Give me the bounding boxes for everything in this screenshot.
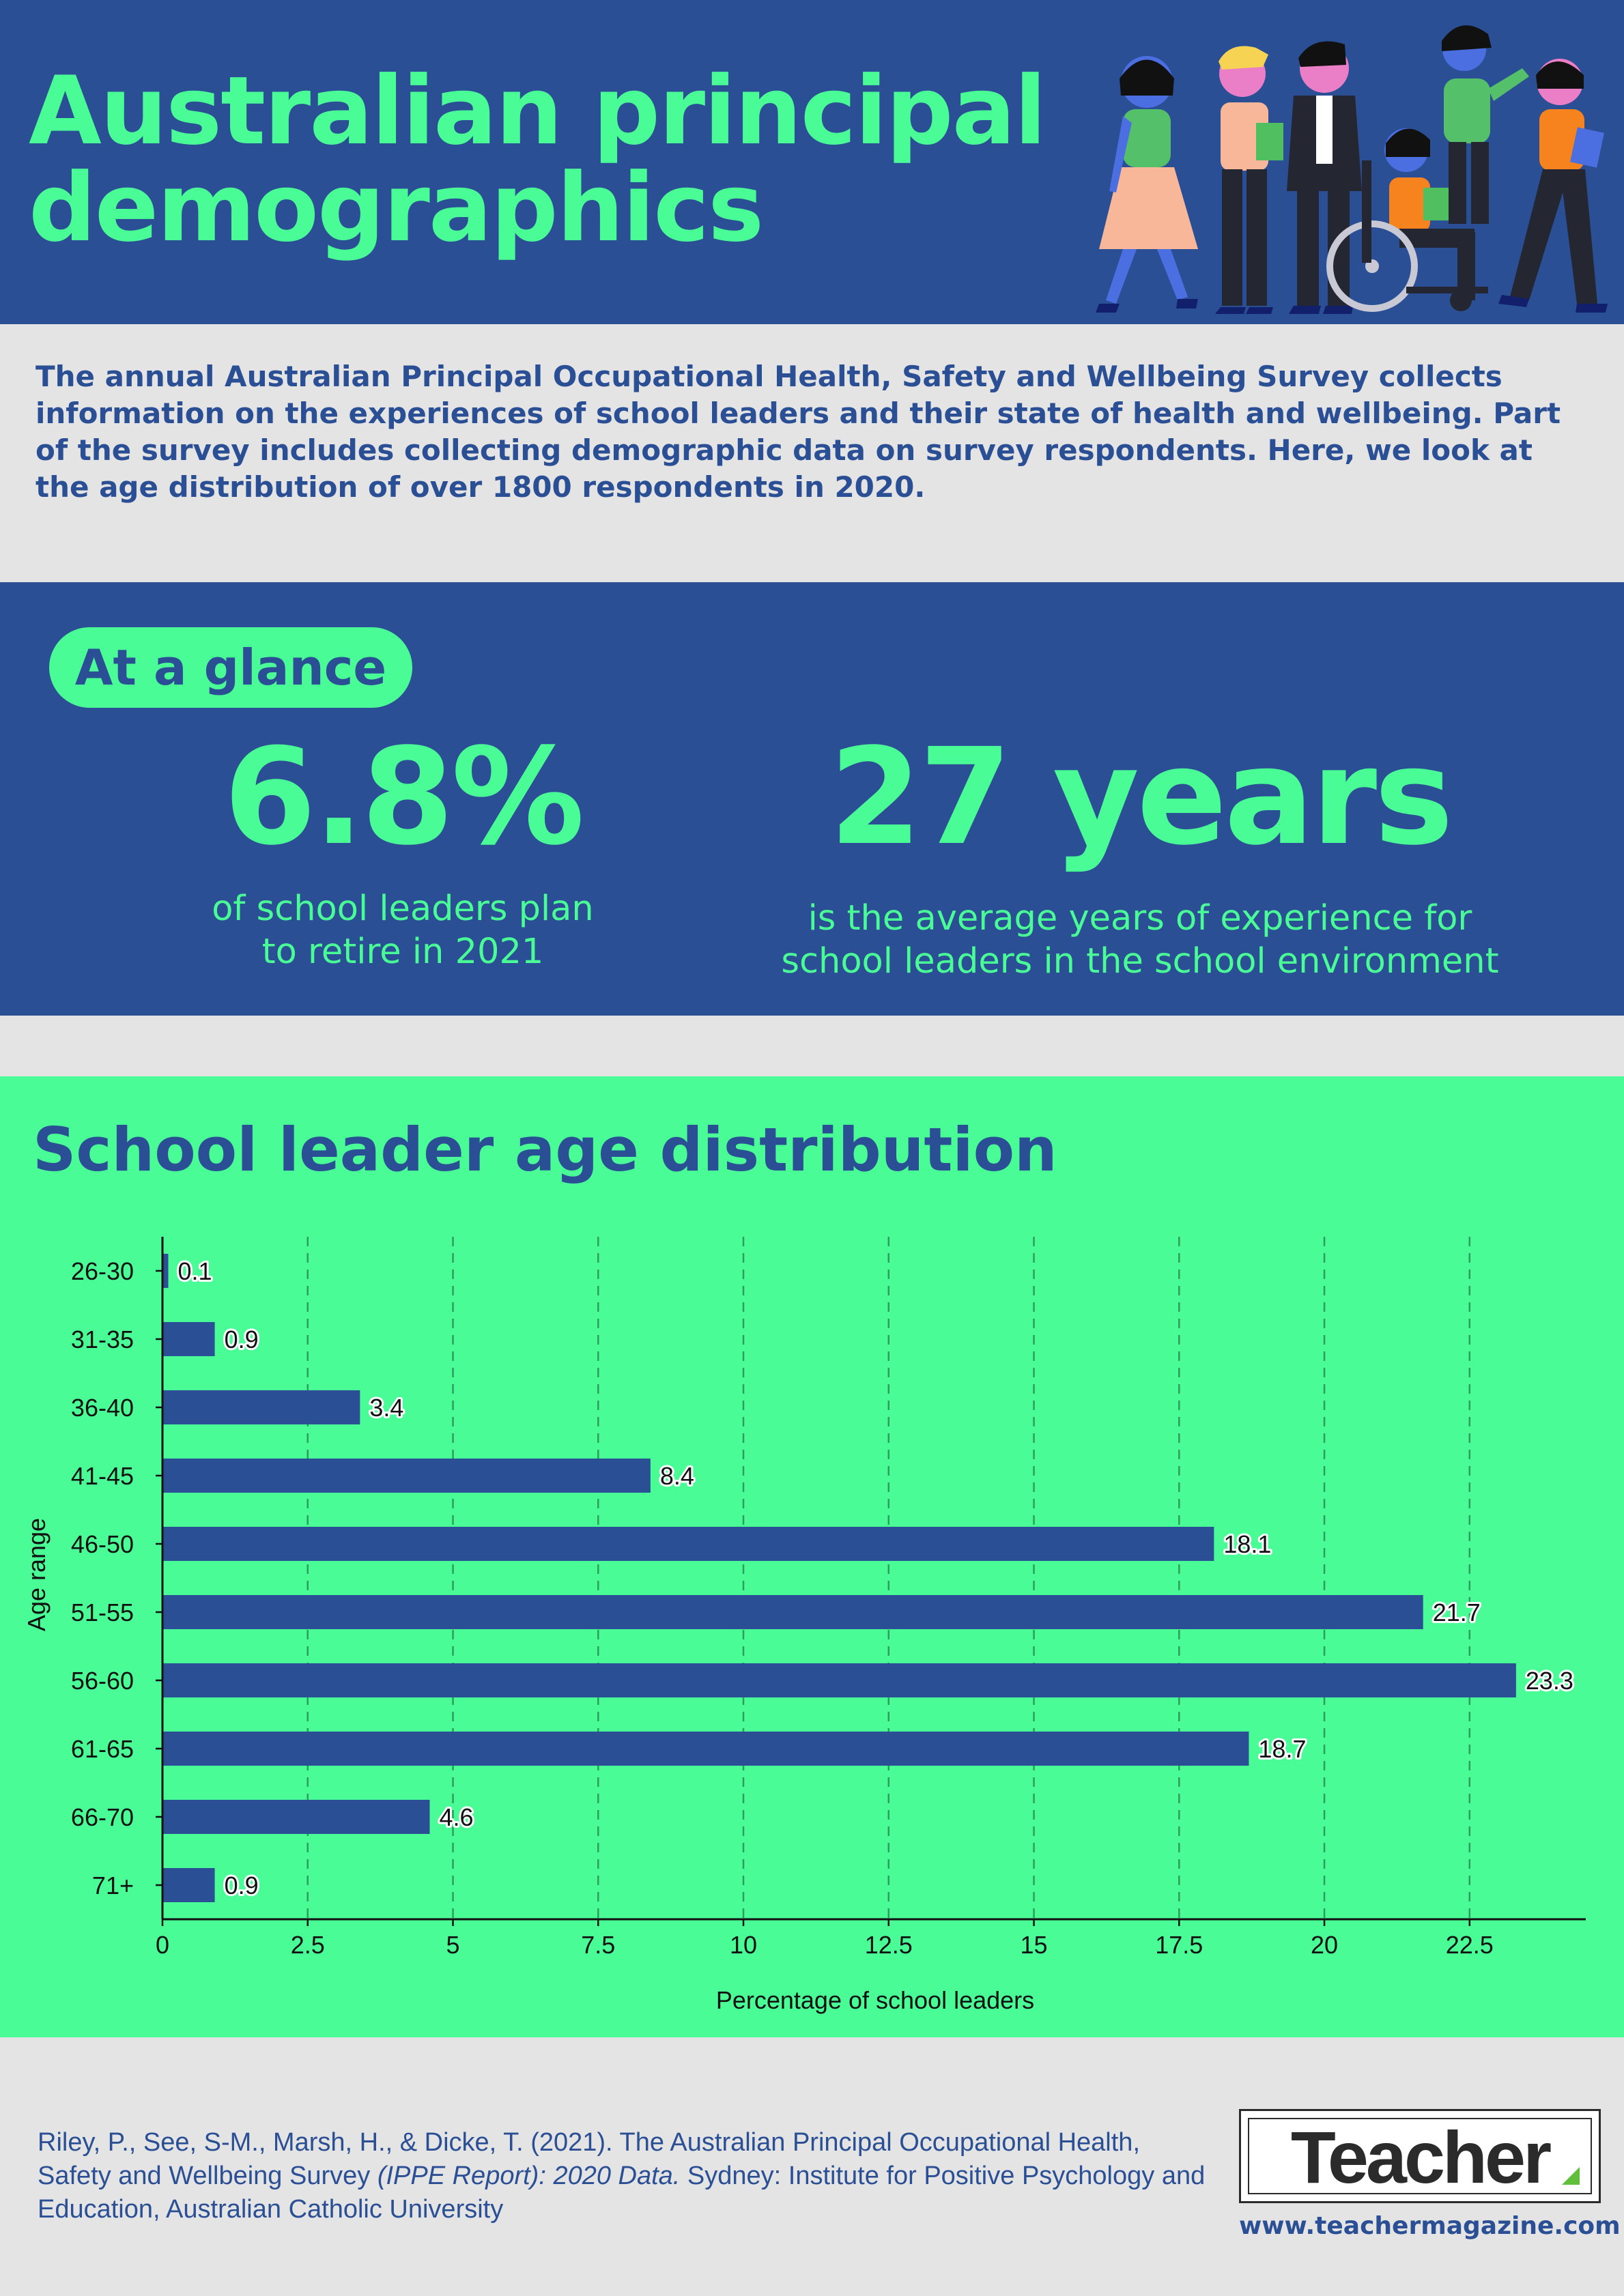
bar-value-label: 23.3 — [1526, 1667, 1573, 1695]
experience-stat-caption-line2: school leaders in the school environment — [781, 941, 1499, 981]
y-tick-label: 51-55 — [71, 1598, 134, 1626]
bar-value-label: 8.4 — [660, 1462, 694, 1490]
citation-italic: (IPPE Report): 2020 Data. — [377, 2162, 681, 2190]
retire-stat-value: 6.8% — [223, 719, 585, 874]
bars — [162, 1254, 1516, 1902]
people-illustration — [1096, 25, 1608, 314]
y-tick-label: 46-50 — [71, 1530, 134, 1558]
x-axis-label: Percentage of school leaders — [716, 1986, 1034, 2014]
x-tick-label: 0 — [156, 1931, 169, 1959]
bar — [162, 1800, 430, 1834]
person-woman-walking-illustration — [1096, 56, 1198, 313]
website-link[interactable]: www.teachermagazine.com — [1239, 2212, 1621, 2240]
at-a-glance-section: At a glance 6.8% of school leaders plan … — [0, 582, 1624, 1016]
chart-title: School leader age distribution — [33, 1115, 1057, 1185]
citation: Riley, P., See, S-M., Marsh, H., & Dicke… — [38, 2126, 1212, 2226]
bar-value-label: 21.7 — [1433, 1598, 1481, 1626]
bar-value-label: 0.1 — [178, 1257, 212, 1285]
teacher-logo-frame: Teacher — [1248, 2116, 1592, 2198]
page-title-line1: Australian principal — [29, 56, 1046, 166]
x-tick-label: 12.5 — [865, 1931, 913, 1959]
age-distribution-chart: 0 2.5 5 7.5 10 12.5 15 17.5 20 22.5 26-30 0.1 31-35 0… — [23, 1237, 1586, 2014]
x-tick-label: 7.5 — [581, 1931, 615, 1959]
y-tick-label: 56-60 — [71, 1667, 134, 1695]
bar-value-label: 3.4 — [369, 1394, 403, 1422]
intro-section: The annual Australian Principal Occupati… — [0, 324, 1624, 582]
bar — [162, 1595, 1423, 1629]
bar — [162, 1527, 1214, 1561]
bar — [162, 1322, 215, 1356]
y-axis-label: Age range — [23, 1518, 51, 1631]
bar — [162, 1254, 169, 1288]
labels: 0 2.5 5 7.5 10 12.5 15 17.5 20 22.5 26-30 0.1 31-35 0… — [71, 1255, 1576, 1959]
teacher-logo: Teacher — [1239, 2109, 1601, 2203]
experience-stat: 27 years is the average years of experie… — [710, 729, 1570, 983]
bar-value-label: 0.9 — [225, 1325, 259, 1353]
citation-part1: Riley, P., See, S-M., Marsh, H., & Dicke… — [38, 2128, 1140, 2190]
bar-value-label: 18.1 — [1223, 1530, 1271, 1558]
bar — [162, 1732, 1249, 1766]
retire-stat-caption: of school leaders plan to retire in 2021 — [137, 887, 669, 973]
intro-paragraph: The annual Australian Principal Occupati… — [35, 360, 1561, 504]
retire-stat-caption-line1: of school leaders plan — [212, 889, 594, 929]
x-tick-label: 15 — [1021, 1931, 1048, 1959]
y-tick-label: 26-30 — [71, 1257, 134, 1285]
footer-section: Riley, P., See, S-M., Marsh, H., & Dicke… — [0, 2037, 1624, 2296]
retire-stat: 6.8% of school leaders plan to retire in… — [137, 729, 669, 973]
x-tick-label: 17.5 — [1155, 1931, 1203, 1959]
bar — [162, 1459, 651, 1493]
person-man-book-illustration — [1215, 46, 1283, 314]
y-tick-label: 31-35 — [71, 1325, 134, 1353]
x-tick-label: 22.5 — [1446, 1931, 1494, 1959]
citation-part2: Sydney: Institute for Positive Psycholog… — [38, 2162, 1206, 2224]
bar-value-label: 4.6 — [439, 1803, 473, 1831]
x-tick-label: 5 — [446, 1931, 459, 1959]
axes — [161, 1237, 1586, 1921]
bar-value-label: 0.9 — [225, 1871, 259, 1899]
y-tick-label: 41-45 — [71, 1462, 134, 1490]
x-tick-label: 2.5 — [291, 1931, 325, 1959]
age-distribution-section: School leader age distribution 0 2.5 5 7.5 1… — [0, 1076, 1624, 2037]
x-tick-label: 10 — [730, 1931, 757, 1959]
triangle-mark-icon — [1562, 2167, 1580, 2185]
bar — [162, 1663, 1516, 1697]
person-man-jacket-illustration — [1287, 41, 1362, 314]
page-title: Australian principal demographics — [29, 63, 1046, 257]
header-banner: Australian principal demographics — [0, 0, 1624, 324]
experience-stat-caption-line1: is the average years of experience for — [808, 898, 1472, 938]
y-tick-label: 36-40 — [71, 1394, 134, 1422]
y-tick-label: 71+ — [92, 1871, 134, 1899]
bar — [162, 1868, 215, 1902]
y-tick-label: 66-70 — [71, 1803, 134, 1831]
x-tick-label: 20 — [1311, 1931, 1338, 1959]
person-wheelchair-illustration — [1326, 128, 1488, 312]
bar — [162, 1390, 360, 1424]
retire-stat-caption-line2: to retire in 2021 — [261, 932, 544, 972]
person-woman-waving-illustration — [1442, 25, 1529, 224]
y-tick-label: 61-65 — [71, 1735, 134, 1763]
person-woman-tablet-illustration — [1498, 59, 1608, 313]
at-a-glance-badge: At a glance — [49, 627, 412, 708]
grid-lines — [307, 1237, 1471, 1919]
experience-stat-caption: is the average years of experience for s… — [710, 897, 1570, 983]
page-title-line2: demographics — [29, 153, 764, 263]
bar-value-label: 18.7 — [1258, 1735, 1306, 1763]
experience-stat-value: 27 years — [829, 719, 1453, 874]
teacher-logo-text: Teacher — [1290, 2116, 1552, 2198]
